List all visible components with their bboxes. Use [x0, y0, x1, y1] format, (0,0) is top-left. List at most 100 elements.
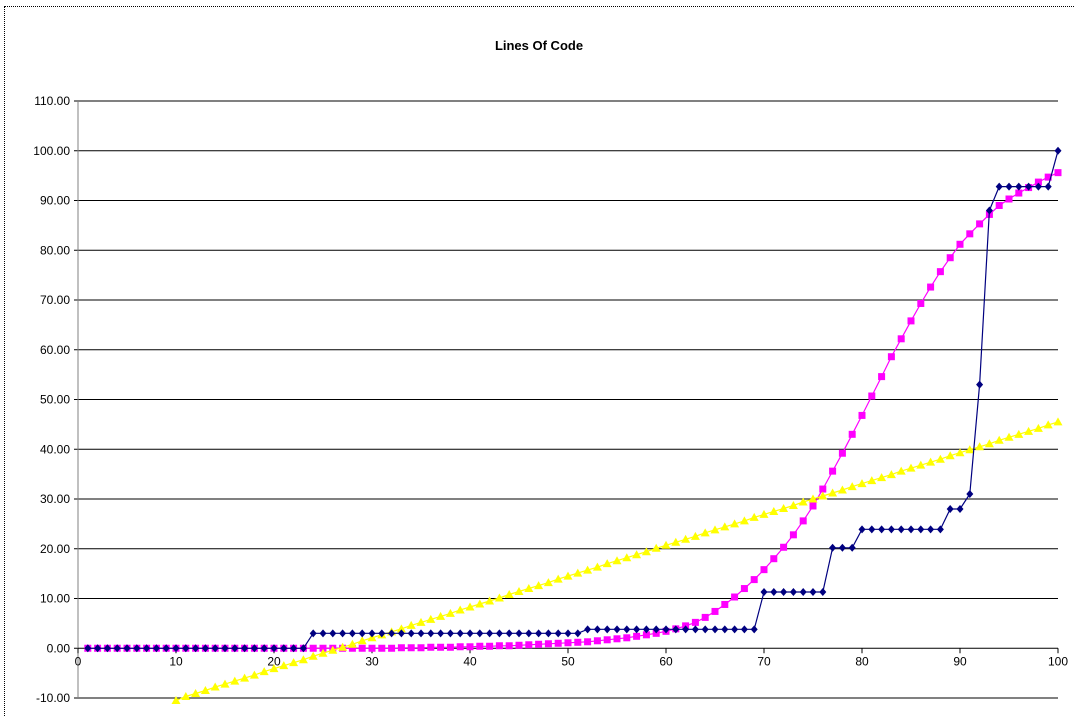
- data-point: [368, 629, 376, 638]
- data-point: [397, 629, 405, 638]
- data-point: [642, 625, 650, 634]
- data-point: [730, 519, 740, 528]
- data-point: [270, 644, 278, 653]
- data-point: [819, 588, 827, 597]
- data-point: [789, 588, 797, 597]
- data-point: [465, 602, 475, 611]
- data-point: [299, 644, 307, 653]
- data-point: [672, 625, 680, 634]
- data-point: [710, 525, 720, 534]
- gridlines: [78, 100, 1058, 699]
- data-point: [896, 466, 906, 475]
- x-tick-label: 70: [757, 654, 771, 668]
- data-point: [554, 629, 562, 638]
- data-point: [623, 634, 631, 642]
- data-point: [192, 644, 200, 653]
- data-point: [780, 588, 788, 597]
- data-point: [770, 555, 778, 563]
- data-point: [427, 629, 435, 638]
- data-point: [505, 642, 513, 650]
- data-point: [1034, 182, 1042, 191]
- y-tick-label: 110.00: [34, 94, 70, 108]
- data-point: [966, 490, 974, 499]
- data-point: [701, 613, 709, 621]
- data-point: [877, 473, 887, 482]
- data-point: [573, 568, 583, 577]
- data-point: [946, 504, 954, 513]
- data-point: [348, 629, 356, 638]
- series-line: [87, 172, 1059, 649]
- data-point: [602, 559, 612, 568]
- data-point: [887, 525, 895, 534]
- data-point: [701, 625, 709, 634]
- data-point: [1033, 423, 1043, 432]
- data-point: [152, 644, 160, 653]
- data-point: [838, 543, 846, 552]
- data-point: [280, 644, 288, 653]
- y-tick-label: 20.00: [40, 542, 70, 556]
- data-point: [847, 482, 857, 491]
- data-point: [525, 629, 533, 638]
- y-tick-label: -10.00: [36, 691, 70, 705]
- data-point: [319, 629, 327, 638]
- y-tick-label: 80.00: [40, 243, 70, 257]
- data-point: [691, 625, 699, 634]
- data-point: [907, 525, 915, 534]
- data-point: [985, 206, 993, 215]
- data-point: [976, 380, 984, 389]
- data-point: [309, 644, 317, 652]
- data-point: [289, 658, 299, 667]
- series-triangle: [171, 417, 1063, 704]
- data-point: [378, 644, 386, 652]
- data-point: [622, 553, 632, 562]
- data-point: [819, 485, 827, 493]
- x-tick-label: 100: [1048, 654, 1068, 668]
- data-point: [592, 562, 602, 571]
- data-point: [700, 528, 710, 537]
- data-point: [416, 617, 426, 626]
- data-point: [544, 640, 552, 648]
- data-point: [623, 625, 631, 634]
- y-tick-label: 60.00: [40, 343, 70, 357]
- data-point: [935, 454, 945, 463]
- data-point: [475, 599, 485, 608]
- data-point: [760, 588, 768, 597]
- data-point: [633, 632, 641, 640]
- data-point: [171, 695, 181, 704]
- data-point: [476, 642, 484, 650]
- data-point: [917, 299, 925, 307]
- data-point: [525, 641, 533, 649]
- data-point: [318, 648, 328, 657]
- data-point: [799, 517, 807, 525]
- data-point: [319, 644, 327, 652]
- data-point: [612, 556, 622, 565]
- y-tick-label: 50.00: [40, 393, 70, 407]
- data-point: [505, 629, 513, 638]
- series-layer: [84, 146, 1063, 704]
- data-point: [829, 467, 837, 475]
- data-point: [456, 629, 464, 638]
- data-point: [769, 506, 779, 515]
- data-point: [328, 645, 338, 654]
- data-point: [956, 504, 964, 513]
- data-point: [848, 430, 856, 438]
- data-point: [455, 605, 465, 614]
- data-point: [946, 254, 954, 262]
- data-point: [259, 667, 269, 676]
- data-point: [603, 636, 611, 644]
- data-point: [828, 488, 838, 497]
- data-point: [437, 629, 445, 638]
- data-point: [574, 638, 582, 646]
- data-point: [1014, 429, 1024, 438]
- data-point: [241, 644, 249, 653]
- data-point: [1005, 195, 1013, 203]
- data-point: [593, 637, 601, 645]
- data-point: [711, 625, 719, 634]
- data-point: [417, 629, 425, 638]
- data-point: [906, 463, 916, 472]
- data-point: [535, 640, 543, 648]
- data-point: [770, 588, 778, 597]
- data-point: [407, 644, 415, 652]
- data-point: [995, 182, 1003, 191]
- data-point: [759, 509, 769, 518]
